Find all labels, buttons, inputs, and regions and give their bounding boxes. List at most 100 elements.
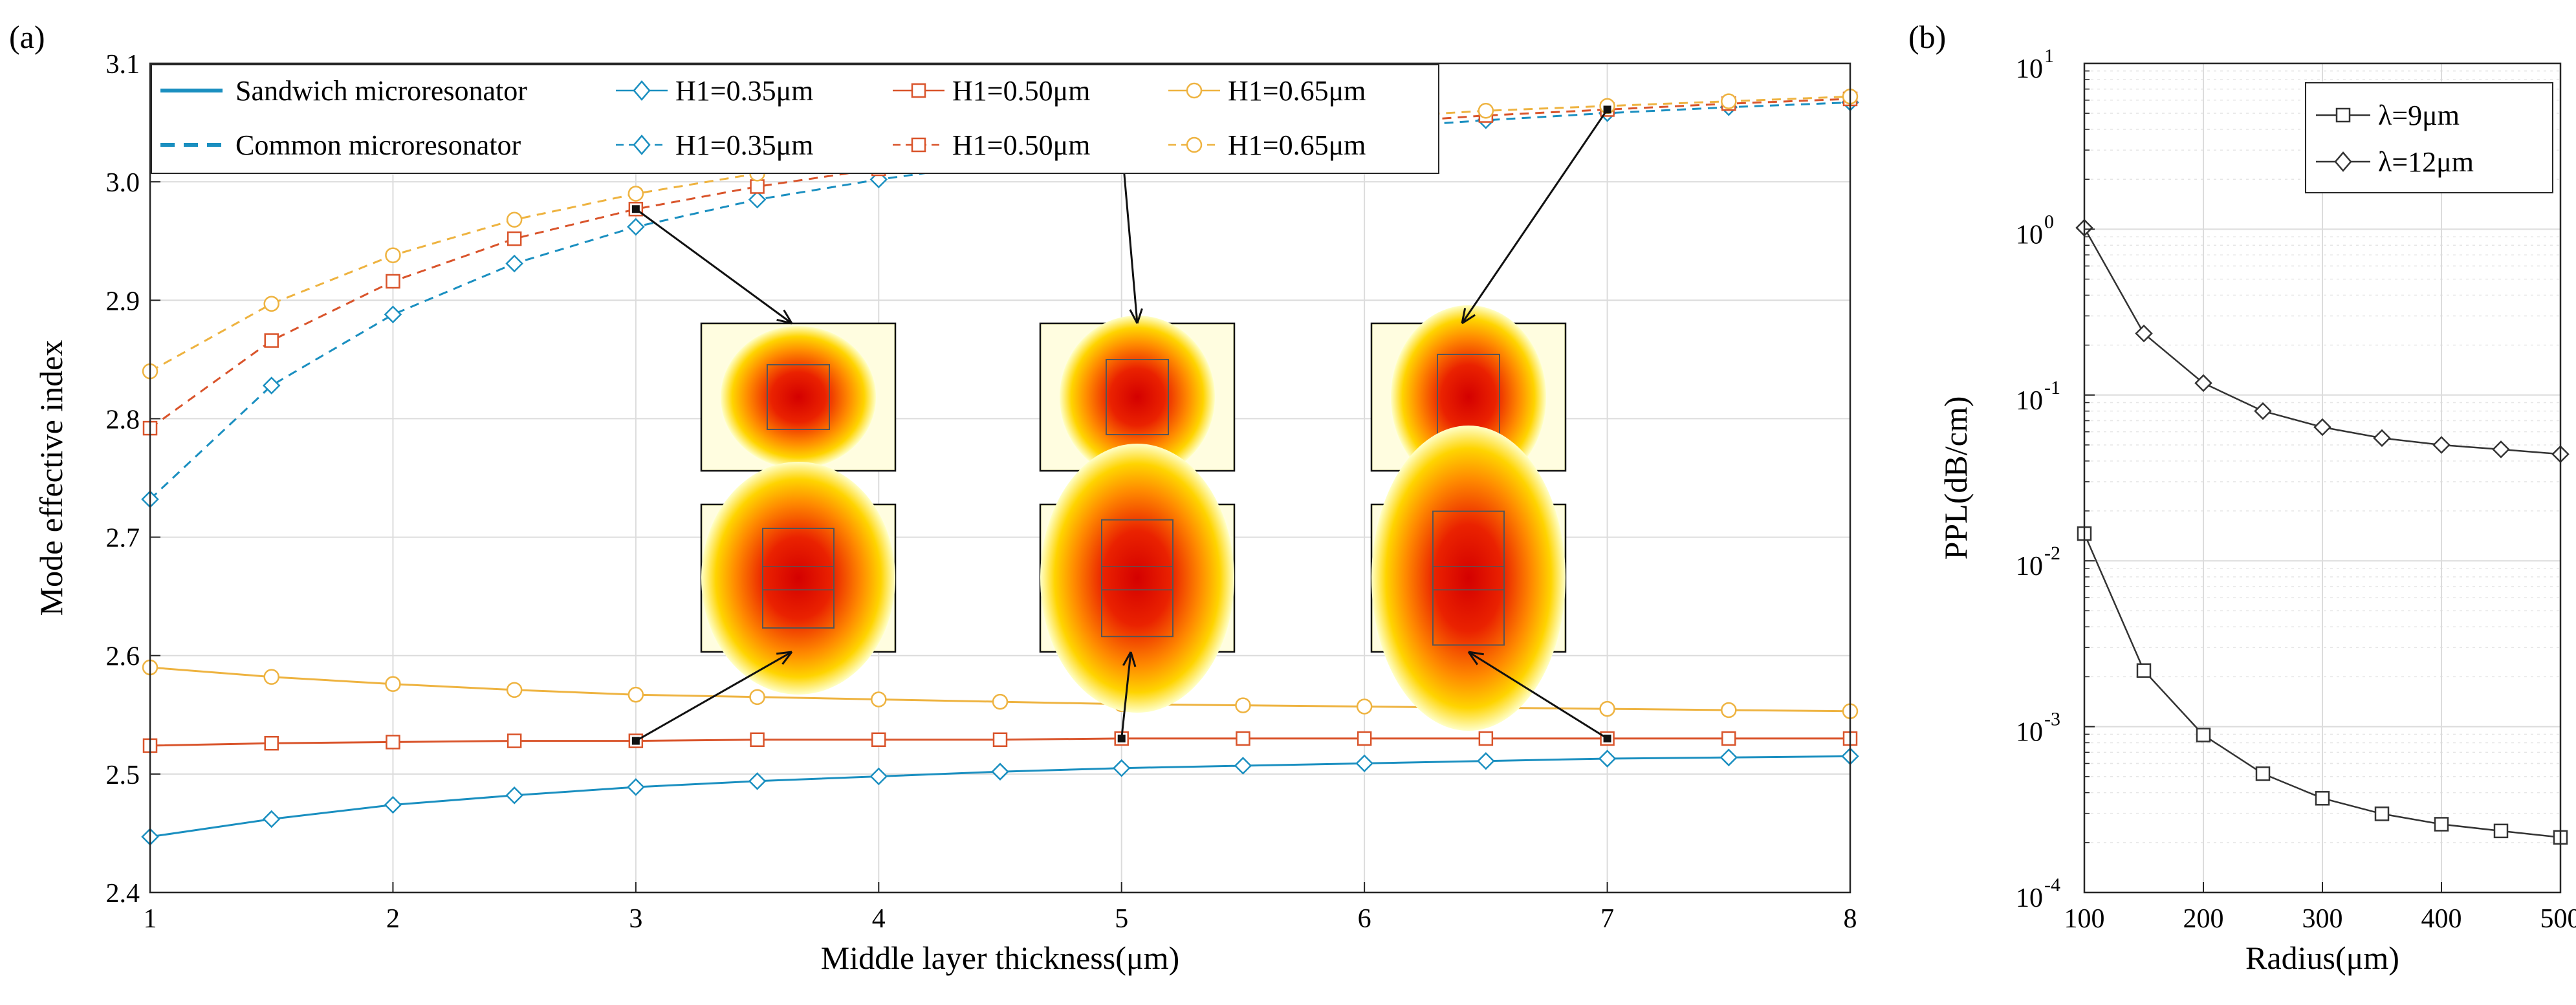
inset-arrow-head	[1461, 308, 1476, 325]
series-point-sandwich-2	[1599, 700, 1615, 717]
legend-b9-square-marker	[2335, 107, 2351, 123]
legend-c035-label: H1=0.35μm	[675, 129, 813, 161]
series-point-sandwich-0	[627, 778, 645, 796]
inset-arrow-head	[776, 309, 793, 325]
panel-b-series-point-1	[2432, 436, 2450, 454]
series-point-sandwich-0	[1598, 750, 1617, 768]
panel-b-series-point-1	[2254, 402, 2272, 420]
series-point-common-3	[505, 254, 523, 273]
legend-sandwich-label: Sandwich microresonator	[235, 75, 527, 107]
series-point-common-3	[748, 190, 767, 209]
legend-s065-circle-marker	[1186, 82, 1203, 99]
panel-b-ytick-label: 10	[2016, 718, 2043, 748]
panel-a-xtick-label: 2	[386, 904, 400, 934]
series-point-sandwich-2	[506, 682, 523, 698]
inset-anchor-point	[631, 205, 640, 213]
inset-sandwich-mode-7um	[1370, 426, 1611, 742]
inset-arrow-line	[1468, 651, 1608, 740]
panel-b-series-point-0	[2255, 766, 2271, 781]
panel-b-ytick-label: 10	[2016, 883, 2043, 913]
legend-s050-square-marker	[911, 83, 926, 98]
series-point-sandwich-0	[505, 786, 523, 805]
panel-b-xtick-label: 100	[2064, 904, 2105, 934]
panel-b-series	[2075, 219, 2570, 845]
panel-a-ytick-label: 3.0	[106, 168, 140, 198]
series-point-common-4	[386, 274, 400, 289]
legend-s035-diamond-marker	[633, 80, 651, 101]
series-point-sandwich-0	[1477, 751, 1495, 770]
panel-b-xlabel: Radius(μm)	[2245, 940, 2399, 976]
inset-anchor-point	[1603, 105, 1611, 114]
panel-a-xtick-label: 7	[1600, 904, 1614, 934]
panel-a-ytick-label: 2.4	[106, 879, 140, 909]
panel-b-xtick-label: 400	[2421, 904, 2462, 934]
inset-arrow-head	[1129, 308, 1143, 324]
panel-b-legend: λ=9μm λ=12μm	[2305, 82, 2553, 193]
panel-b-ytick-exponent: -2	[2044, 543, 2060, 564]
panel-b-ytick-exponent: -4	[2044, 874, 2060, 896]
panel-b-tag: (b)	[1908, 19, 1946, 55]
panel-a: (a) 1 2 3 4 5 6 7 8 2.4 2.5 2.6 2.7 2.8 2.9 3.0 3.1 Mid…	[9, 19, 1859, 976]
panel-a-axes-box	[149, 62, 1851, 894]
inset-arrow-line	[1120, 651, 1132, 739]
series-point-sandwich-0	[1355, 754, 1373, 773]
panel-a-xtick-label: 5	[1115, 904, 1128, 934]
series-point-common-5	[263, 296, 279, 312]
inset-arrow-head	[1467, 651, 1484, 665]
inset-anchor-point	[1603, 734, 1611, 742]
panel-b-ytick-exponent: -1	[2044, 377, 2060, 398]
series-point-sandwich-2	[871, 691, 887, 708]
legend-b12-label: λ=12μm	[2378, 146, 2474, 178]
waveguide-core-outline	[1432, 510, 1505, 646]
panel-a-ylabel: Mode effective index	[33, 340, 69, 616]
panel-a-xtick-label: 6	[1358, 904, 1371, 934]
series-point-sandwich-1	[1357, 731, 1372, 746]
inset-sandwich-mode-5um	[1039, 444, 1236, 742]
series-point-sandwich-2	[749, 689, 765, 706]
panel-b-ytick-exponent: -3	[2044, 709, 2060, 730]
series-point-sandwich-0	[748, 772, 767, 790]
inset-common-mode-3um	[631, 205, 897, 472]
panel-a-legend: Sandwich microresonator Common microreso…	[151, 64, 1439, 174]
panel-b-ylabel: PPL(dB/cm)	[1937, 396, 1974, 560]
series-point-sandwich-1	[1478, 731, 1494, 746]
panel-b-series-point-1	[2135, 324, 2153, 343]
waveguide-core-outline	[762, 528, 835, 629]
series-point-common-5	[1721, 93, 1737, 109]
series-point-sandwich-0	[1234, 757, 1252, 775]
inset-arrow-head	[776, 651, 793, 665]
legend-s065-label: H1=0.65μm	[1228, 75, 1366, 107]
panel-b-series-point-0	[2434, 817, 2449, 832]
series-point-common-4	[750, 179, 765, 194]
panel-a-ytick-label: 2.9	[106, 286, 140, 316]
panel-b-series-point-1	[2194, 374, 2212, 393]
series-point-common-4	[507, 231, 522, 246]
inset-arrow-line	[1461, 109, 1608, 324]
legend-c065-circle-marker	[1186, 136, 1203, 153]
series-point-sandwich-0	[384, 795, 402, 814]
legend-c050-square-marker	[911, 137, 926, 153]
series-point-sandwich-1	[871, 732, 886, 747]
panel-a-xtick-label: 3	[629, 904, 642, 934]
series-point-common-5	[506, 211, 523, 228]
inset-sandwich-mode-3um	[631, 462, 897, 745]
series-point-sandwich-1	[1721, 731, 1736, 746]
inset-arrow-line	[635, 651, 792, 742]
series-point-sandwich-0	[1112, 759, 1131, 777]
legend-s035-label: H1=0.35μm	[675, 75, 813, 107]
panel-a-xtick-label: 8	[1844, 904, 1857, 934]
series-point-common-5	[385, 247, 401, 263]
panel-b-series-point-1	[2492, 440, 2510, 459]
panel-b-ytick-label: 10	[2016, 220, 2043, 250]
series-point-sandwich-1	[264, 735, 279, 751]
inset-anchor-point	[1117, 734, 1126, 742]
panel-a-xlabel: Middle layer thickness(μm)	[821, 940, 1179, 976]
legend-s050-label: H1=0.50μm	[952, 75, 1090, 107]
panel-b-series-point-0	[2374, 806, 2390, 821]
panel-b-series-point-0	[2196, 728, 2211, 742]
panel-b-xtick-label: 200	[2183, 904, 2224, 934]
series-point-sandwich-1	[507, 733, 522, 748]
panel-a-xtick-label: 4	[872, 904, 886, 934]
panel-b-ytick-label: 10	[2016, 386, 2043, 416]
legend-common-label: Common microresonator	[235, 129, 521, 161]
